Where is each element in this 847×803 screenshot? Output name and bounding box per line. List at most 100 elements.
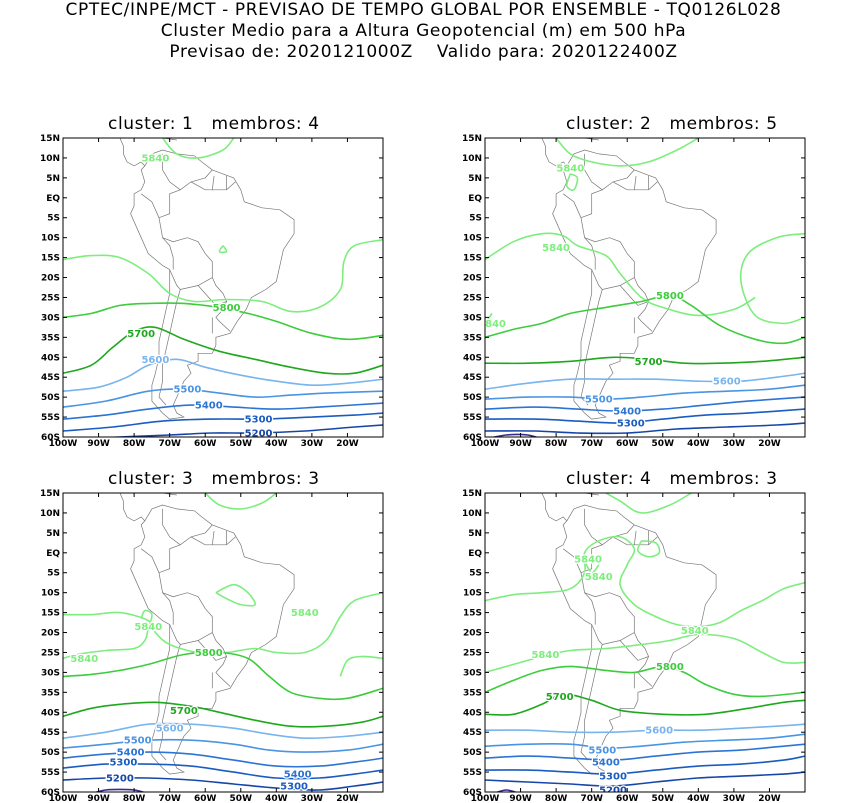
lat-label: 40S [41, 708, 60, 718]
contour-5100 [94, 788, 146, 792]
contour-5300 [485, 755, 805, 775]
map-frame [484, 137, 806, 438]
contour-label-5840: 5840 [70, 654, 98, 665]
contour-5600 [63, 722, 383, 740]
contour-label-5200: 5200 [106, 774, 134, 785]
lon-label: 20W [336, 439, 359, 449]
map-frame [62, 492, 384, 793]
contour-5840 [63, 609, 153, 660]
country-border [197, 277, 228, 306]
lon-label: 60W [194, 439, 217, 449]
lon-label: 100W [49, 439, 78, 449]
lat-label: 60S [463, 788, 482, 798]
lat-label: 35S [463, 688, 482, 698]
lon-label: 90W [87, 439, 110, 449]
panel-map: 5840 5800 5700 5600 5500 5400 5300 5200 15N 10N 5N… [40, 134, 384, 449]
lat-label: 45S [41, 728, 60, 738]
coastline-central-america [119, 138, 146, 167]
lon-label: 20W [758, 439, 781, 449]
contour-label-5840: 5840 [134, 622, 162, 633]
contour-label-5700: 5700 [546, 692, 574, 703]
lat-label: 15S [463, 254, 482, 264]
contour-label-5200: 5200 [245, 429, 273, 440]
lat-label: 10S [463, 589, 482, 599]
contour-5500 [63, 738, 383, 753]
contour-5800 [63, 302, 383, 341]
map-frame [62, 137, 384, 438]
lat-label: 15N [462, 134, 482, 144]
coastline-central-america [541, 493, 568, 522]
lon-label: 80W [123, 794, 146, 803]
country-border [158, 644, 181, 761]
coastline-central-america [541, 138, 568, 167]
map-frame [484, 492, 806, 793]
contour-5400 [485, 743, 805, 761]
contour-5840 [565, 173, 579, 191]
contour-label-5840: 5840 [574, 554, 602, 565]
contour-5100 [490, 433, 539, 437]
contour-label-5840: 5840 [531, 650, 559, 661]
lon-label: 80W [123, 439, 146, 449]
contour-label-5500: 5500 [585, 395, 613, 406]
lon-label: 40W [687, 794, 710, 803]
lat-label: 10S [463, 234, 482, 244]
lat-label: 55S [41, 768, 60, 778]
country-border [158, 169, 213, 290]
lon-label: 40W [687, 439, 710, 449]
lat-label: 20S [463, 274, 482, 284]
contour-5840 [605, 493, 692, 514]
lat-label: 60S [41, 433, 60, 443]
lon-label: 50W [230, 439, 253, 449]
lat-label: 60S [41, 788, 60, 798]
country-border [215, 301, 231, 332]
lat-label: 5N [468, 529, 482, 539]
contour-5800 [485, 665, 805, 698]
lon-label: 100W [49, 794, 78, 803]
contour-5500 [485, 384, 805, 400]
contour-5200 [485, 422, 805, 435]
lat-label: 40S [463, 353, 482, 363]
country-border [140, 193, 160, 218]
contour-label-5300: 5300 [245, 415, 273, 426]
lat-label: 35S [463, 333, 482, 343]
lat-label: 40S [463, 708, 482, 718]
lon-label: 90W [509, 439, 532, 449]
lat-label: 50S [41, 393, 60, 403]
lon-label: 40W [265, 794, 288, 803]
lat-label: 25S [463, 648, 482, 658]
lon-label: 60W [616, 794, 639, 803]
lon-label: 50W [652, 439, 675, 449]
contour-5300 [63, 762, 383, 780]
contour-5840 [555, 138, 699, 167]
contour-5400 [485, 396, 805, 412]
lat-label: 20S [41, 629, 60, 639]
lon-label: 70W [158, 439, 181, 449]
contour-label-5840: 5840 [478, 319, 506, 330]
contour-5800 [63, 651, 383, 701]
country-border [162, 153, 181, 191]
lat-label: 55S [463, 413, 482, 423]
contour-5840 [204, 493, 277, 510]
lat-label: 45S [463, 728, 482, 738]
contour-5200 [63, 776, 383, 791]
lat-label: 35S [41, 688, 60, 698]
contour-label-5500: 5500 [588, 746, 616, 757]
lat-label: 60S [463, 433, 482, 443]
header-title-line2: Cluster Medio para a Altura Geopotencial… [160, 21, 687, 41]
lon-label: 50W [230, 794, 253, 803]
lat-label: 10N [462, 509, 482, 519]
lat-label: 20S [41, 274, 60, 284]
lat-label: 15N [462, 489, 482, 499]
lat-label: 5N [46, 174, 60, 184]
contour-label-5400: 5400 [592, 758, 620, 769]
lat-label: 15N [40, 134, 60, 144]
lon-label: 30W [723, 794, 746, 803]
contour-label-5600: 5600 [645, 726, 673, 737]
contour-label-5840: 5840 [556, 163, 584, 174]
lat-label: 30S [463, 668, 482, 678]
lat-label: 10S [41, 589, 60, 599]
lat-label: 5S [469, 214, 482, 224]
header-title-line1: CPTEC/INPE/MCT - PREVISAO DE TEMPO GLOBA… [65, 0, 782, 20]
